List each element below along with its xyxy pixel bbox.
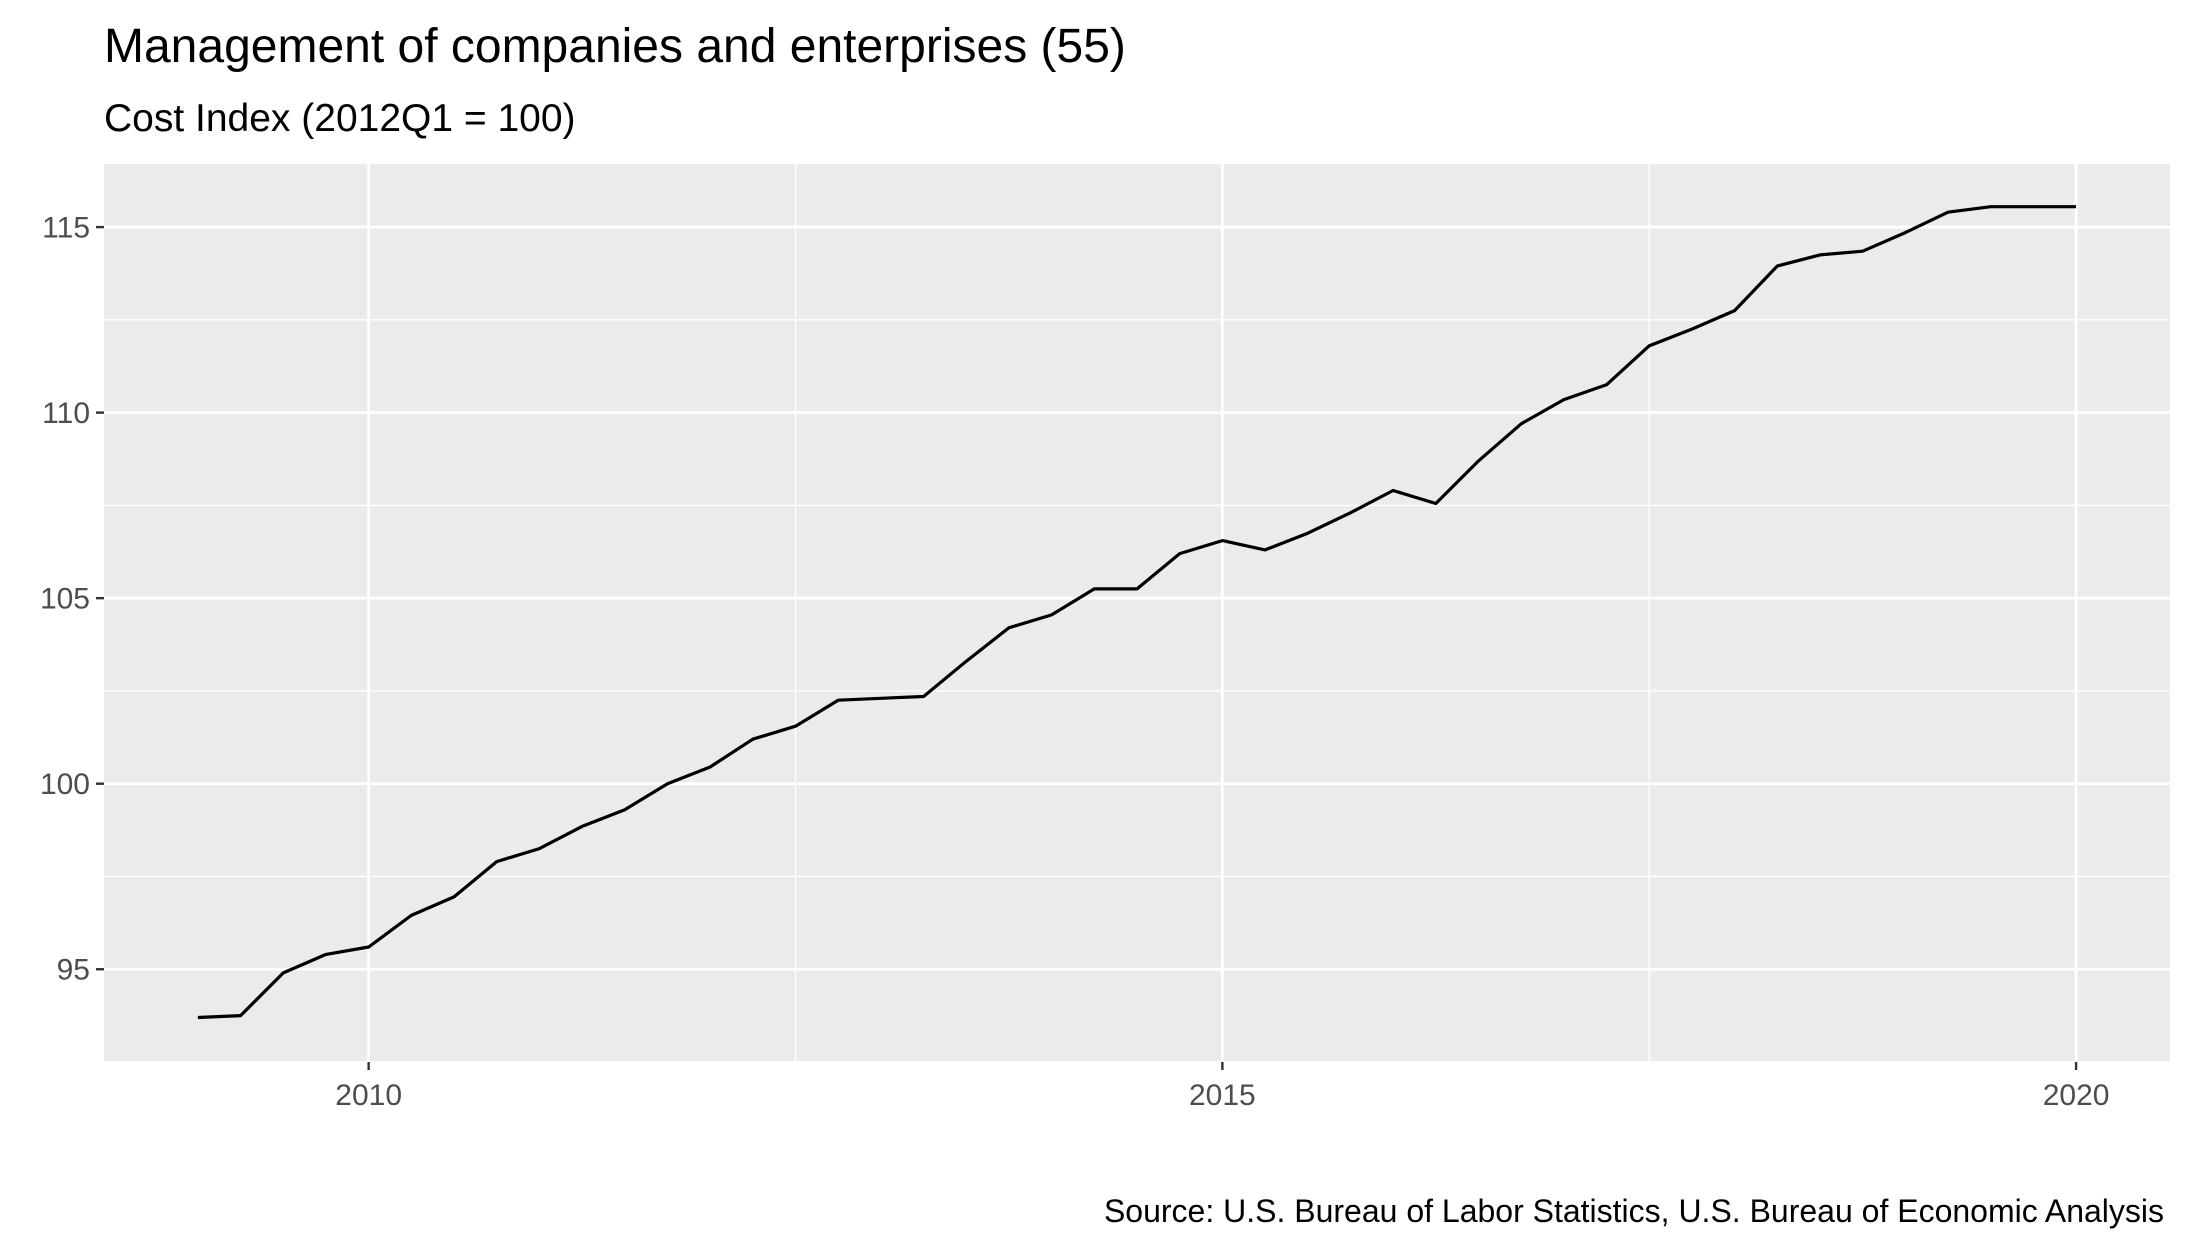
minor-gridlines [104,164,2170,1063]
x-axis: 2010 2015 2020 [335,1062,2109,1112]
y-tick-label: 100 [40,768,90,801]
source-caption: Source: U.S. Bureau of Labor Statistics,… [1104,1193,2164,1229]
y-tick-label: 115 [42,212,90,245]
chart-subtitle: Cost Index (2012Q1 = 100) [104,97,576,140]
series-line [197,205,2077,1020]
series-layer [197,205,2077,1020]
y-tick-label: 110 [42,397,90,430]
y-tick-label: 95 [57,954,90,987]
x-tick-label: 2020 [2043,1079,2110,1112]
plot-panel [104,164,2170,1062]
major-gridlines [104,164,2170,1062]
y-tick-label: 105 [40,583,90,616]
y-axis: 95 100 105 110 115 [40,212,104,987]
chart-title: Management of companies and enterprises … [104,20,1126,73]
x-tick-label: 2010 [335,1079,402,1112]
x-tick-label: 2015 [1189,1079,1256,1112]
